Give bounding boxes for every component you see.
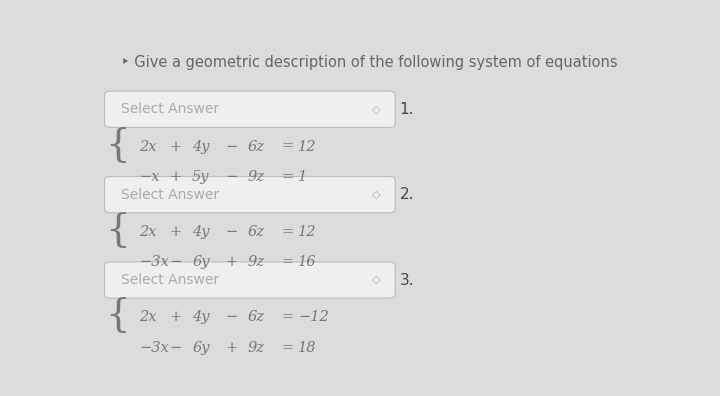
Text: 12: 12 xyxy=(298,140,317,154)
Text: =: = xyxy=(282,310,294,324)
FancyBboxPatch shape xyxy=(104,91,395,128)
Text: +: + xyxy=(170,170,182,184)
Text: −: − xyxy=(225,140,238,154)
Text: +: + xyxy=(170,310,182,324)
Text: 18: 18 xyxy=(298,341,317,355)
Text: =: = xyxy=(282,225,294,239)
Text: 3.: 3. xyxy=(400,272,414,287)
Text: 1.: 1. xyxy=(400,102,414,117)
Text: −: − xyxy=(225,310,238,324)
Text: 2.: 2. xyxy=(400,187,414,202)
Text: 6z: 6z xyxy=(248,310,265,324)
Text: −: − xyxy=(225,225,238,239)
Text: −x: −x xyxy=(139,170,160,184)
Text: =: = xyxy=(282,255,294,270)
Text: Select Answer: Select Answer xyxy=(121,273,220,287)
Text: −3x: −3x xyxy=(139,255,169,270)
FancyBboxPatch shape xyxy=(104,262,395,298)
Text: Select Answer: Select Answer xyxy=(121,188,220,202)
Text: −: − xyxy=(170,341,182,355)
Text: 9z: 9z xyxy=(248,341,265,355)
Text: =: = xyxy=(282,170,294,184)
Text: {: { xyxy=(106,127,130,164)
Text: 16: 16 xyxy=(298,255,317,270)
Text: 6y: 6y xyxy=(192,255,210,270)
Text: −12: −12 xyxy=(298,310,329,324)
Text: 12: 12 xyxy=(298,225,317,239)
Text: Select Answer: Select Answer xyxy=(121,102,220,116)
Text: {: { xyxy=(106,212,130,249)
Text: ◇: ◇ xyxy=(372,190,380,200)
Text: +: + xyxy=(170,225,182,239)
Text: 9z: 9z xyxy=(248,255,265,270)
Text: −3x: −3x xyxy=(139,341,169,355)
Text: +: + xyxy=(225,255,238,270)
Text: {: { xyxy=(106,297,130,334)
Text: +: + xyxy=(225,341,238,355)
Text: 9z: 9z xyxy=(248,170,265,184)
Text: ◇: ◇ xyxy=(372,275,380,285)
Text: 2x: 2x xyxy=(139,140,157,154)
FancyBboxPatch shape xyxy=(104,177,395,213)
Text: 4y: 4y xyxy=(192,225,210,239)
Text: 4y: 4y xyxy=(192,140,210,154)
Text: 1: 1 xyxy=(298,170,307,184)
Text: +: + xyxy=(170,140,182,154)
Text: =: = xyxy=(282,140,294,154)
Text: =: = xyxy=(282,341,294,355)
Text: 2x: 2x xyxy=(139,225,157,239)
Text: ◇: ◇ xyxy=(372,104,380,114)
Text: ‣ Give a geometric description of the following system of equations: ‣ Give a geometric description of the fo… xyxy=(121,55,617,70)
Text: 6z: 6z xyxy=(248,140,265,154)
Text: 5y: 5y xyxy=(192,170,210,184)
Text: −: − xyxy=(225,170,238,184)
Text: 4y: 4y xyxy=(192,310,210,324)
Text: −: − xyxy=(170,255,182,270)
Text: 2x: 2x xyxy=(139,310,157,324)
Text: 6z: 6z xyxy=(248,225,265,239)
Text: 6y: 6y xyxy=(192,341,210,355)
